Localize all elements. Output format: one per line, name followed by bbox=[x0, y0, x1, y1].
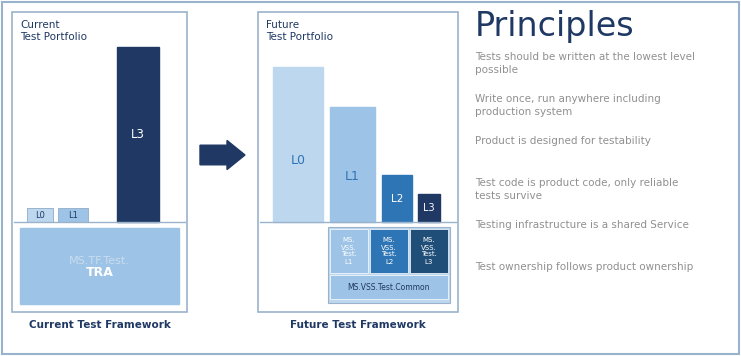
Text: Test code is product code, only reliable
tests survive: Test code is product code, only reliable… bbox=[475, 178, 678, 201]
Text: L1: L1 bbox=[68, 210, 78, 220]
Text: L0: L0 bbox=[35, 210, 45, 220]
Text: Write once, run anywhere including
production system: Write once, run anywhere including produ… bbox=[475, 94, 661, 117]
Bar bbox=[117, 47, 159, 222]
Text: Testing infrastructure is a shared Service: Testing infrastructure is a shared Servi… bbox=[475, 220, 689, 230]
Text: Test ownership follows product ownership: Test ownership follows product ownership bbox=[475, 262, 694, 272]
Text: Future
Test Portfolio: Future Test Portfolio bbox=[266, 20, 333, 42]
Text: MS.VSS.Test.Common: MS.VSS.Test.Common bbox=[348, 283, 431, 292]
Text: Tests should be written at the lowest level
possible: Tests should be written at the lowest le… bbox=[475, 52, 695, 75]
Bar bbox=[258, 12, 458, 312]
Bar bbox=[328, 227, 450, 303]
Text: MS.
VSS.
Test.
L1: MS. VSS. Test. L1 bbox=[341, 237, 357, 265]
Bar bbox=[273, 67, 323, 222]
Text: Current
Test Portfolio: Current Test Portfolio bbox=[20, 20, 87, 42]
Text: MS.
VSS.
Test.
L2: MS. VSS. Test. L2 bbox=[381, 237, 397, 265]
Bar bbox=[27, 208, 53, 222]
Bar bbox=[330, 275, 448, 299]
Bar bbox=[382, 175, 412, 222]
Text: MS.TF.Test.: MS.TF.Test. bbox=[69, 256, 130, 266]
Text: Future Test Framework: Future Test Framework bbox=[290, 320, 426, 330]
Bar bbox=[12, 12, 187, 312]
Text: Product is designed for testability: Product is designed for testability bbox=[475, 136, 651, 146]
Text: L3: L3 bbox=[423, 203, 435, 213]
Bar bbox=[58, 208, 88, 222]
Text: L3: L3 bbox=[131, 128, 145, 141]
Text: Principles: Principles bbox=[475, 10, 634, 43]
Bar bbox=[330, 107, 375, 222]
Polygon shape bbox=[200, 140, 245, 169]
Text: L0: L0 bbox=[290, 153, 305, 167]
Bar bbox=[330, 229, 368, 273]
Text: MS.
VSS.
Test.
L3: MS. VSS. Test. L3 bbox=[421, 237, 437, 265]
Text: Current Test Framework: Current Test Framework bbox=[29, 320, 170, 330]
Bar bbox=[418, 194, 440, 222]
Bar bbox=[20, 228, 179, 304]
Bar bbox=[370, 229, 408, 273]
Text: TRA: TRA bbox=[85, 266, 113, 278]
Text: L1: L1 bbox=[345, 169, 360, 183]
Text: L2: L2 bbox=[391, 194, 403, 204]
Bar bbox=[410, 229, 448, 273]
